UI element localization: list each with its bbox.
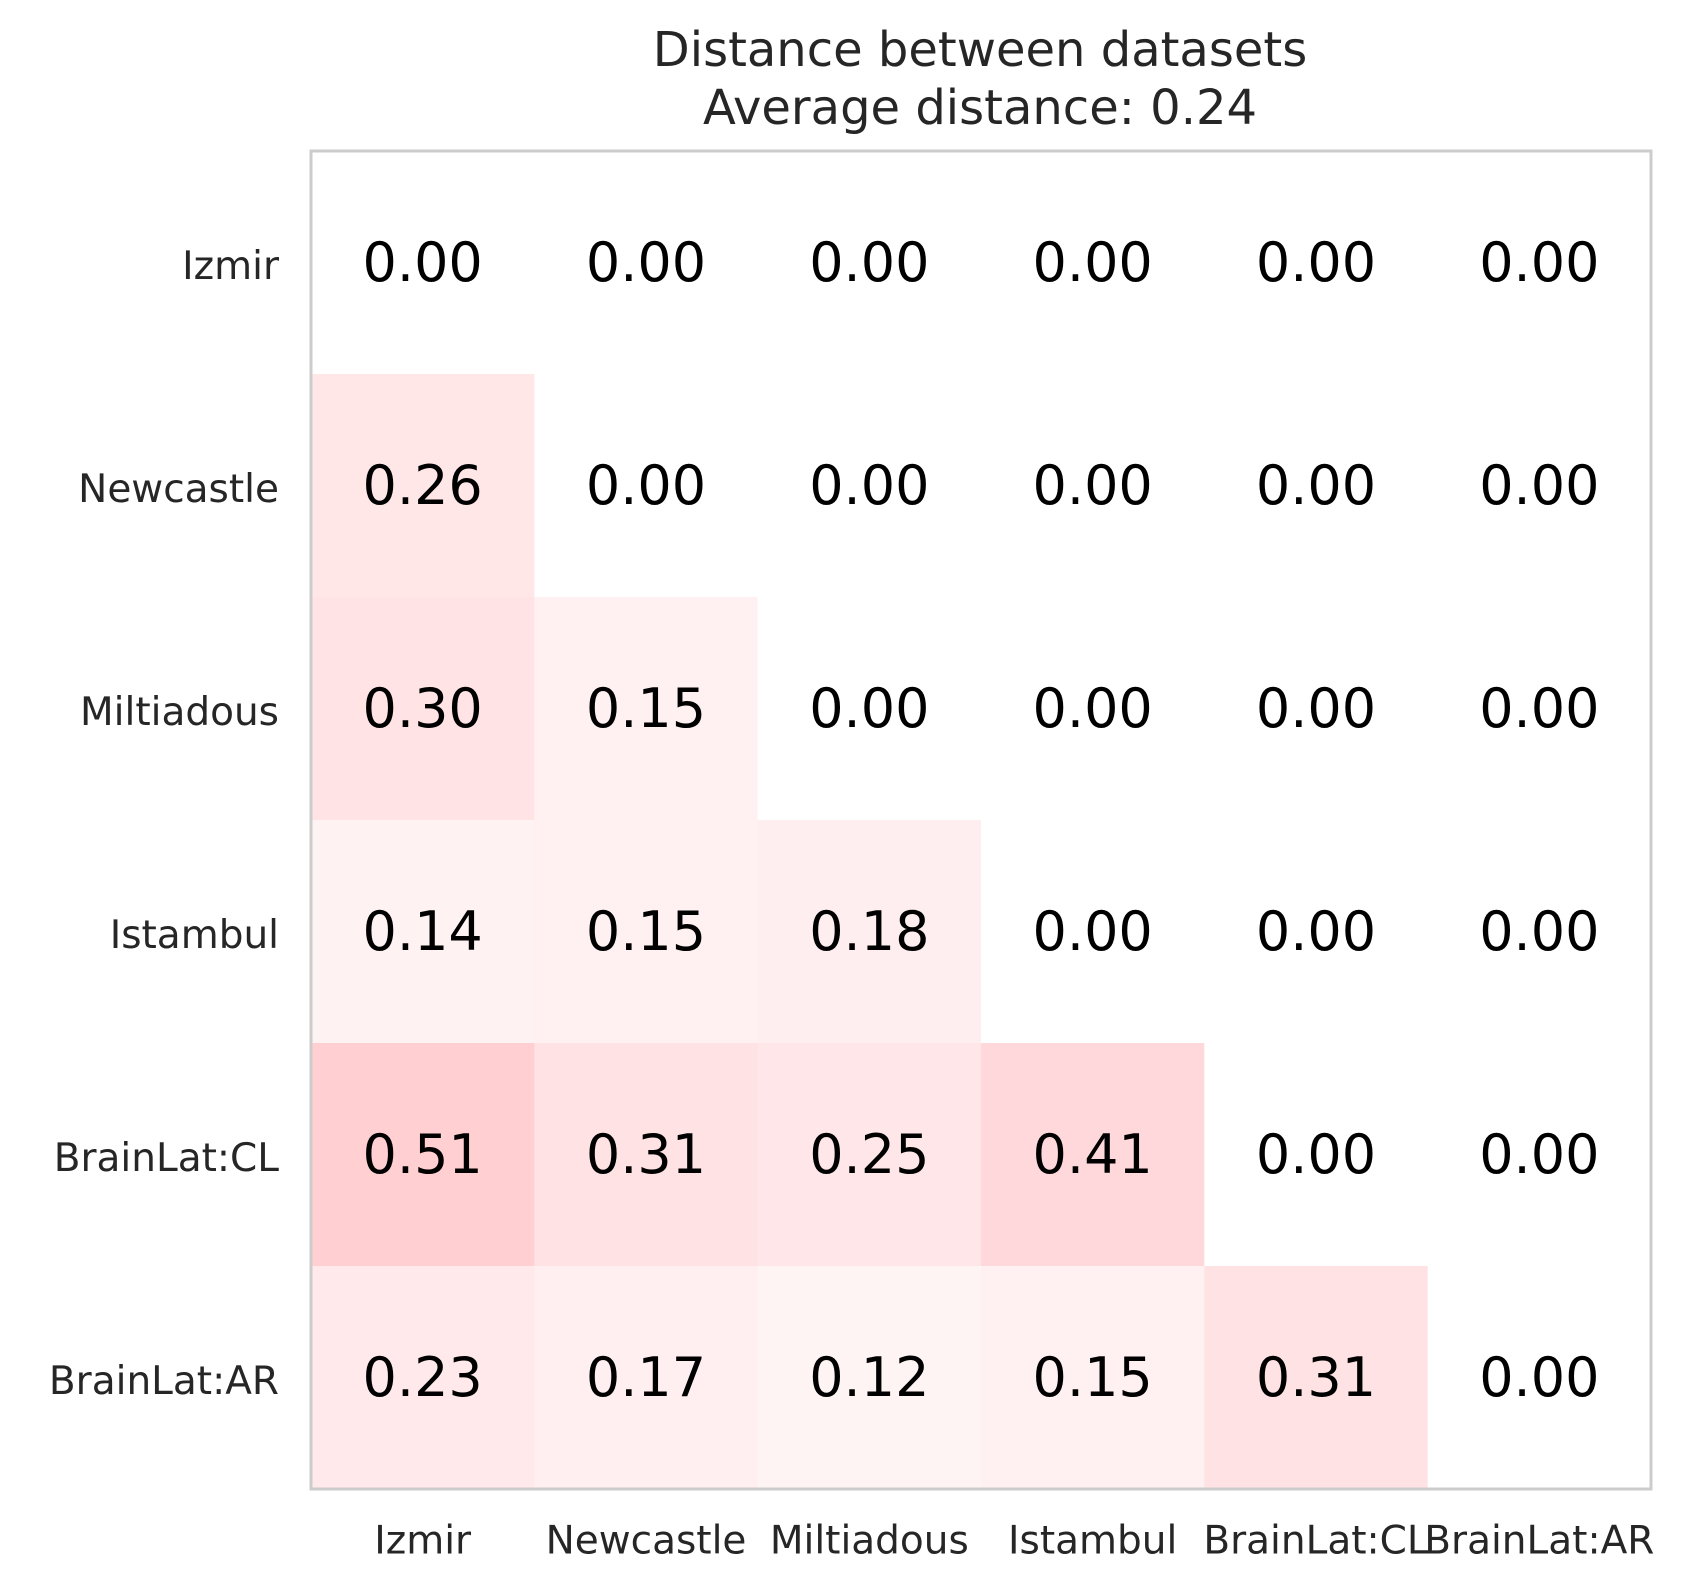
cell-value-label: 0.26 xyxy=(363,454,483,517)
cell-value-label: 0.12 xyxy=(809,1346,929,1409)
heatmap-cell xyxy=(311,1266,535,1490)
cell-value-label: 0.25 xyxy=(809,1123,929,1186)
heatmap-cell xyxy=(534,374,759,598)
x-tick-label: Izmir xyxy=(374,1519,472,1564)
cell-value-label: 0.31 xyxy=(586,1123,706,1186)
cell-value-label: 0.00 xyxy=(809,231,929,294)
cell-value-label: 0.23 xyxy=(363,1346,483,1409)
cell-value-label: 0.41 xyxy=(1033,1123,1153,1186)
heatmap-cell xyxy=(311,820,535,1044)
x-tick-label: Miltiadous xyxy=(770,1519,969,1564)
x-tick-label: Newcastle xyxy=(546,1519,747,1564)
heatmap-cell xyxy=(981,374,1205,598)
y-tick-label: BrainLat:CL xyxy=(54,1136,280,1181)
cell-value-label: 0.30 xyxy=(363,677,483,740)
heatmap-cell xyxy=(534,1043,759,1267)
cell-value-label: 0.00 xyxy=(1479,677,1599,740)
heatmap-cell xyxy=(1204,597,1429,821)
heatmap-cell xyxy=(1427,151,1652,375)
y-tick-label: Newcastle xyxy=(78,467,279,512)
heatmap-cell xyxy=(534,597,759,821)
cell-value-label: 0.00 xyxy=(1479,454,1599,517)
cell-value-label: 0.51 xyxy=(363,1123,483,1186)
heatmap-cell xyxy=(757,820,982,1044)
heatmap-cell xyxy=(1427,820,1652,1044)
cell-value-label: 0.00 xyxy=(1256,677,1376,740)
cell-value-label: 0.17 xyxy=(586,1346,706,1409)
heatmap-cell xyxy=(1427,1043,1652,1267)
chart-title: Distance between datasets xyxy=(653,22,1307,78)
cell-value-label: 0.15 xyxy=(586,900,706,963)
heatmap-cell xyxy=(981,1043,1205,1267)
cell-value-label: 0.00 xyxy=(1479,231,1599,294)
heatmap-cell xyxy=(757,597,982,821)
cell-value-label: 0.00 xyxy=(809,454,929,517)
x-axis-tick-labels: Izmir Newcastle Miltiadous Istambul BrainLat… xyxy=(374,1519,1654,1564)
heatmap-cell xyxy=(1427,1266,1652,1490)
heatmap-cell xyxy=(757,151,982,375)
cell-value-label: 0.00 xyxy=(1256,900,1376,963)
cell-value-label: 0.00 xyxy=(363,231,483,294)
heatmap-cell xyxy=(311,597,535,821)
heatmap-cell xyxy=(1204,151,1429,375)
cell-value-label: 0.14 xyxy=(363,900,483,963)
chart-subtitle: Average distance: 0.24 xyxy=(703,80,1257,136)
cell-value-label: 0.00 xyxy=(586,231,706,294)
cell-value-label: 0.00 xyxy=(1479,1346,1599,1409)
heatmap-cell xyxy=(534,1266,759,1490)
cell-value-label: 0.00 xyxy=(1033,677,1153,740)
heatmap-cell xyxy=(757,1043,982,1267)
cell-value-label: 0.00 xyxy=(586,454,706,517)
y-tick-label: Miltiadous xyxy=(80,690,279,735)
cell-value-label: 0.31 xyxy=(1256,1346,1376,1409)
cell-value-label: 0.00 xyxy=(1256,454,1376,517)
cell-value-label: 0.00 xyxy=(1479,900,1599,963)
heatmap-cell xyxy=(1427,374,1652,598)
cell-value-label: 0.00 xyxy=(1256,1123,1376,1186)
heatmap-cell xyxy=(1427,597,1652,821)
cell-value-label: 0.00 xyxy=(1033,900,1153,963)
heatmap-cell xyxy=(311,374,535,598)
heatmap-cell xyxy=(1204,374,1429,598)
y-tick-label: BrainLat:AR xyxy=(49,1359,279,1404)
heatmap-cell xyxy=(981,820,1205,1044)
heatmap-cell xyxy=(981,1266,1205,1490)
x-tick-label: Istambul xyxy=(1008,1519,1177,1564)
x-tick-label: BrainLat:AR xyxy=(1424,1519,1654,1564)
cell-value-label: 0.00 xyxy=(1033,231,1153,294)
heatmap-cell xyxy=(981,597,1205,821)
heatmap-cell xyxy=(534,820,759,1044)
x-tick-label: BrainLat:CL xyxy=(1203,1519,1429,1564)
cell-value-label: 0.15 xyxy=(586,677,706,740)
cell-value-label: 0.00 xyxy=(809,677,929,740)
cell-value-label: 0.00 xyxy=(1479,1123,1599,1186)
y-tick-label: Izmir xyxy=(182,244,280,289)
heatmap-cell xyxy=(311,151,535,375)
cell-value-label: 0.00 xyxy=(1033,454,1153,517)
heatmap-cell xyxy=(981,151,1205,375)
cell-value-label: 0.00 xyxy=(1256,231,1376,294)
plot-frame xyxy=(309,149,1653,1491)
heatmap-value-labels: 0.00 0.00 0.00 0.00 0.00 0.00 0.26 0.00 0.00 0.00… xyxy=(363,231,1600,1409)
y-tick-label: Istambul xyxy=(110,913,279,958)
heatmap-cells xyxy=(311,151,1652,1490)
heatmap-cell xyxy=(1204,1266,1429,1490)
heatmap-cell xyxy=(534,151,759,375)
y-axis-tick-labels: Izmir Newcastle Miltiadous Istambul BrainLat… xyxy=(49,244,280,1404)
heatmap-cell xyxy=(311,1043,535,1267)
heatmap-cell xyxy=(757,374,982,598)
cell-value-label: 0.18 xyxy=(809,900,929,963)
cell-value-label: 0.15 xyxy=(1033,1346,1153,1409)
heatmap-cell xyxy=(1204,1043,1429,1267)
heatmap-cell xyxy=(1204,820,1429,1044)
heatmap-cell xyxy=(757,1266,982,1490)
